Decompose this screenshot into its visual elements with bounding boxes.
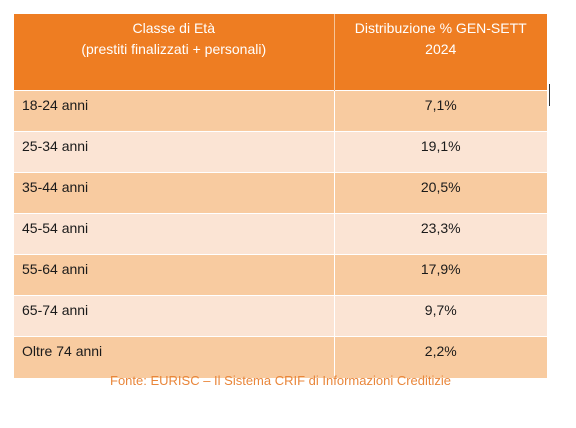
percent-cell: 17,9% bbox=[334, 254, 547, 296]
age-cell: Oltre 74 anni bbox=[14, 336, 335, 378]
age-cell: 18-24 anni bbox=[14, 90, 335, 132]
age-cell: 45-54 anni bbox=[14, 213, 335, 255]
age-distribution-table: Classe di Età (prestiti finalizzati + pe… bbox=[14, 14, 547, 378]
table-header-row: Classe di Età (prestiti finalizzati + pe… bbox=[14, 14, 547, 91]
percent-cell: 9,7% bbox=[334, 295, 547, 337]
table-row: 35-44 anni 20,5% bbox=[14, 172, 547, 214]
header-distribution: Distribuzione % GEN-SETT 2024 bbox=[334, 14, 547, 91]
header-age-class-subtitle: (prestiti finalizzati + personali) bbox=[81, 41, 267, 57]
percent-cell: 20,5% bbox=[334, 172, 547, 214]
table-row: 45-54 anni 23,3% bbox=[14, 213, 547, 255]
text-cursor bbox=[549, 84, 550, 106]
percent-cell: 2,2% bbox=[334, 336, 547, 378]
header-distribution-year: 2024 bbox=[425, 41, 457, 57]
age-cell: 35-44 anni bbox=[14, 172, 335, 214]
header-age-class: Classe di Età (prestiti finalizzati + pe… bbox=[14, 14, 335, 91]
percent-cell: 7,1% bbox=[334, 90, 547, 132]
table-row: 25-34 anni 19,1% bbox=[14, 131, 547, 173]
source-caption: Fonte: EURISC – Il Sistema CRIF di Infor… bbox=[110, 373, 451, 388]
table-row: Oltre 74 anni 2,2% bbox=[14, 336, 547, 378]
age-cell: 25-34 anni bbox=[14, 131, 335, 173]
age-cell: 55-64 anni bbox=[14, 254, 335, 296]
table-row: 18-24 anni 7,1% bbox=[14, 90, 547, 132]
header-age-class-title: Classe di Età bbox=[132, 20, 215, 36]
table-row: 65-74 anni 9,7% bbox=[14, 295, 547, 337]
table-row: 55-64 anni 17,9% bbox=[14, 254, 547, 296]
header-distribution-title: Distribuzione % GEN-SETT bbox=[354, 20, 527, 36]
age-cell: 65-74 anni bbox=[14, 295, 335, 337]
percent-cell: 19,1% bbox=[334, 131, 547, 173]
percent-cell: 23,3% bbox=[334, 213, 547, 255]
